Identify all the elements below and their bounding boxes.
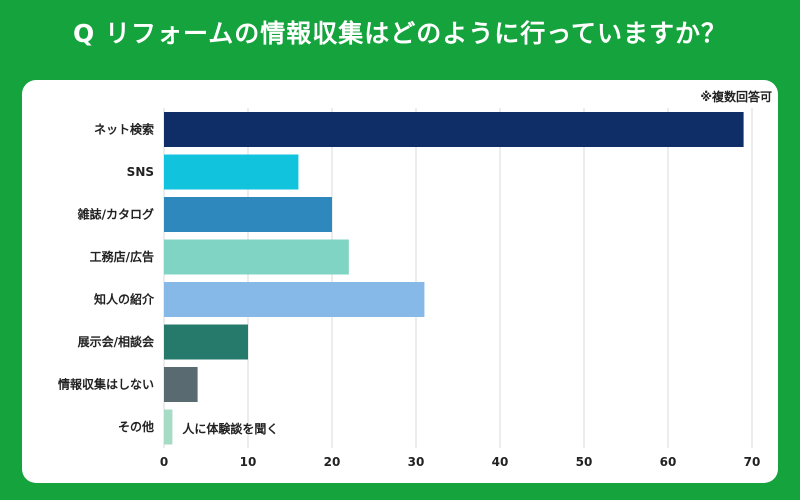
bar-annotation: 人に体験談を聞く bbox=[182, 421, 278, 436]
category-label: ネット検索 bbox=[94, 122, 154, 137]
bar-0 bbox=[164, 112, 744, 147]
x-tick-label: 30 bbox=[408, 455, 425, 469]
x-tick-label: 10 bbox=[240, 455, 257, 469]
bar-1 bbox=[164, 154, 299, 190]
x-tick-label: 20 bbox=[324, 455, 341, 469]
x-tick-label: 60 bbox=[660, 455, 677, 469]
x-tick-label: 50 bbox=[576, 455, 593, 469]
bar-4 bbox=[164, 282, 425, 317]
bar-5 bbox=[164, 324, 248, 360]
bar-3 bbox=[164, 239, 349, 275]
chart-title: Q リフォームの情報収集はどのように行っていますか？ bbox=[73, 19, 727, 48]
category-label: 知人の紹介 bbox=[93, 292, 155, 307]
chart-panel bbox=[22, 80, 778, 483]
category-label: 工務店/広告 bbox=[90, 249, 154, 264]
x-tick-label: 70 bbox=[744, 455, 761, 469]
category-label: 情報収集はしない bbox=[58, 377, 154, 392]
bar-6 bbox=[164, 367, 198, 402]
category-label: SNS bbox=[127, 165, 154, 179]
category-label: 展示会/相談会 bbox=[78, 334, 155, 349]
category-label: 雑誌/カタログ bbox=[77, 207, 154, 222]
bar-7 bbox=[164, 409, 173, 445]
x-tick-label: 40 bbox=[492, 455, 509, 469]
x-tick-label: 0 bbox=[160, 455, 168, 469]
category-label: その他 bbox=[118, 419, 154, 434]
multiple-answer-note: ※複数回答可 bbox=[700, 90, 772, 104]
bar-2 bbox=[164, 197, 332, 232]
